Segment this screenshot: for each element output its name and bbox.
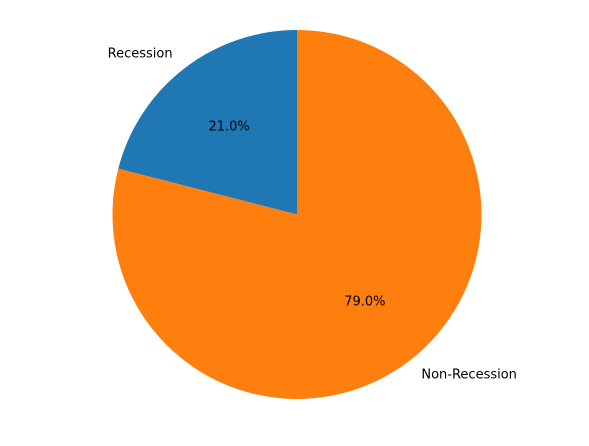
pie-slice-recession bbox=[118, 30, 297, 215]
pct-label-non-recession: 79.0% bbox=[344, 294, 385, 309]
pie-labels: 21.0% Recession 79.0% Non-Recession bbox=[108, 47, 517, 383]
pie-slices bbox=[112, 30, 482, 400]
pct-label-recession: 21.0% bbox=[208, 120, 249, 135]
pie-slice-non-recession bbox=[112, 30, 482, 400]
slice-label-non-recession: Non-Recession bbox=[421, 367, 517, 382]
slice-label-recession: Recession bbox=[108, 47, 173, 62]
